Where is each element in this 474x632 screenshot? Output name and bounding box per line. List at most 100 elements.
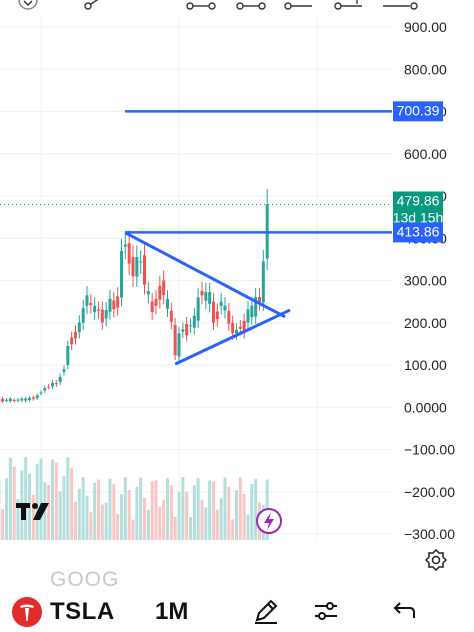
candle-body	[262, 261, 265, 302]
price-tag-700: 700.39	[393, 101, 443, 121]
symbol-button[interactable]: TSLA	[50, 598, 115, 626]
candle-body	[193, 316, 196, 328]
candle-body	[239, 327, 242, 329]
candlesticks	[0, 189, 269, 403]
volume-bar	[162, 500, 165, 540]
candle-body	[224, 306, 227, 311]
volume-bar	[101, 505, 104, 540]
volume-bar	[36, 464, 39, 540]
candle-body	[78, 323, 81, 333]
volume-bar	[135, 487, 138, 540]
candle-body	[135, 257, 138, 277]
triangle-trendline	[125, 233, 285, 317]
candle-body	[47, 387, 50, 388]
volume-bar	[55, 462, 58, 540]
volume-bar	[212, 481, 215, 540]
volume-bars	[0, 457, 269, 540]
candle-body	[74, 332, 77, 339]
candle-body	[1, 399, 4, 402]
lightning-icon[interactable]	[257, 509, 281, 533]
candle-body	[43, 388, 46, 390]
volume-bar	[59, 492, 62, 540]
volume-bar	[24, 457, 27, 540]
candle-body	[82, 308, 85, 323]
candle-body	[162, 281, 165, 296]
volume-bar	[227, 487, 230, 540]
candle-body	[139, 261, 142, 262]
indicators-sliders-icon[interactable]	[311, 596, 341, 626]
candle-body	[155, 299, 158, 306]
y-tick-label: 200.00	[404, 315, 447, 331]
candle-body	[174, 325, 177, 355]
candle-body	[13, 400, 16, 401]
volume-bar	[128, 490, 131, 540]
volume-bar	[193, 485, 196, 540]
candle-body	[216, 311, 219, 319]
volume-bar	[109, 479, 112, 540]
volume-bar	[86, 496, 89, 540]
candle-body	[204, 292, 207, 301]
y-tick-label: −200.00	[404, 484, 455, 500]
volume-bar	[158, 507, 161, 540]
y-tick-label: −300.00	[404, 526, 455, 542]
volume-bar	[155, 480, 158, 540]
candle-body	[66, 346, 69, 365]
candle-body	[28, 398, 31, 400]
candle-body	[32, 397, 35, 398]
volume-bar	[250, 484, 253, 540]
candle-body	[250, 306, 253, 318]
gear-icon[interactable]	[425, 549, 447, 571]
candle-body	[132, 257, 135, 276]
volume-bar	[147, 510, 150, 540]
candle-body	[55, 383, 58, 384]
volume-bar	[112, 484, 115, 540]
volume-bar	[204, 507, 207, 540]
volume-bar	[181, 477, 184, 540]
candle-body	[143, 255, 146, 285]
y-tick-label: −100.00	[404, 442, 455, 458]
price-tag-700-text: 700.39	[397, 102, 440, 118]
volume-bar	[166, 478, 169, 540]
tesla-logo-icon	[12, 597, 42, 627]
volume-bar	[189, 517, 192, 540]
volume-bar	[185, 492, 188, 540]
candle-body	[24, 399, 27, 401]
candle-body	[70, 338, 73, 345]
price-chart[interactable]: 900.00800.00700.00600.00500.00400.00300.…	[0, 0, 474, 548]
price-tag-413-text: 413.86	[397, 223, 440, 239]
candle-body	[166, 299, 169, 309]
undo-icon[interactable]	[388, 596, 418, 626]
candle-body	[120, 251, 123, 297]
candle-body	[101, 309, 104, 322]
interval-button[interactable]: 1M	[155, 598, 188, 626]
volume-bar	[74, 502, 77, 540]
volume-bar	[151, 482, 154, 540]
candle-body	[5, 400, 8, 401]
pencil-draw-icon[interactable]	[251, 596, 281, 626]
volume-bar	[208, 480, 211, 540]
price-axis[interactable]: 900.00800.00700.00600.00500.00400.00300.…	[404, 19, 455, 542]
candle-body	[128, 243, 131, 263]
y-tick-label: 900.00	[404, 19, 447, 35]
candle-body	[189, 325, 192, 326]
candle-body	[40, 392, 43, 393]
volume-bar	[40, 459, 43, 540]
candle-body	[178, 333, 181, 356]
candle-body	[208, 292, 211, 304]
volume-bar	[239, 477, 242, 540]
volume-bar	[120, 494, 123, 540]
chart-grid	[0, 16, 392, 540]
volume-bar	[216, 509, 219, 540]
candle-body	[247, 309, 250, 323]
volume-bar	[89, 512, 92, 540]
volume-bar	[13, 467, 16, 540]
volume-bar	[231, 519, 234, 540]
y-tick-label: 0.0000	[404, 399, 447, 415]
candle-body	[17, 400, 20, 401]
candle-body	[181, 329, 184, 331]
volume-bar	[220, 498, 223, 540]
volume-bar	[197, 478, 200, 540]
trend-lines[interactable]	[0, 111, 392, 364]
candle-body	[109, 299, 112, 312]
